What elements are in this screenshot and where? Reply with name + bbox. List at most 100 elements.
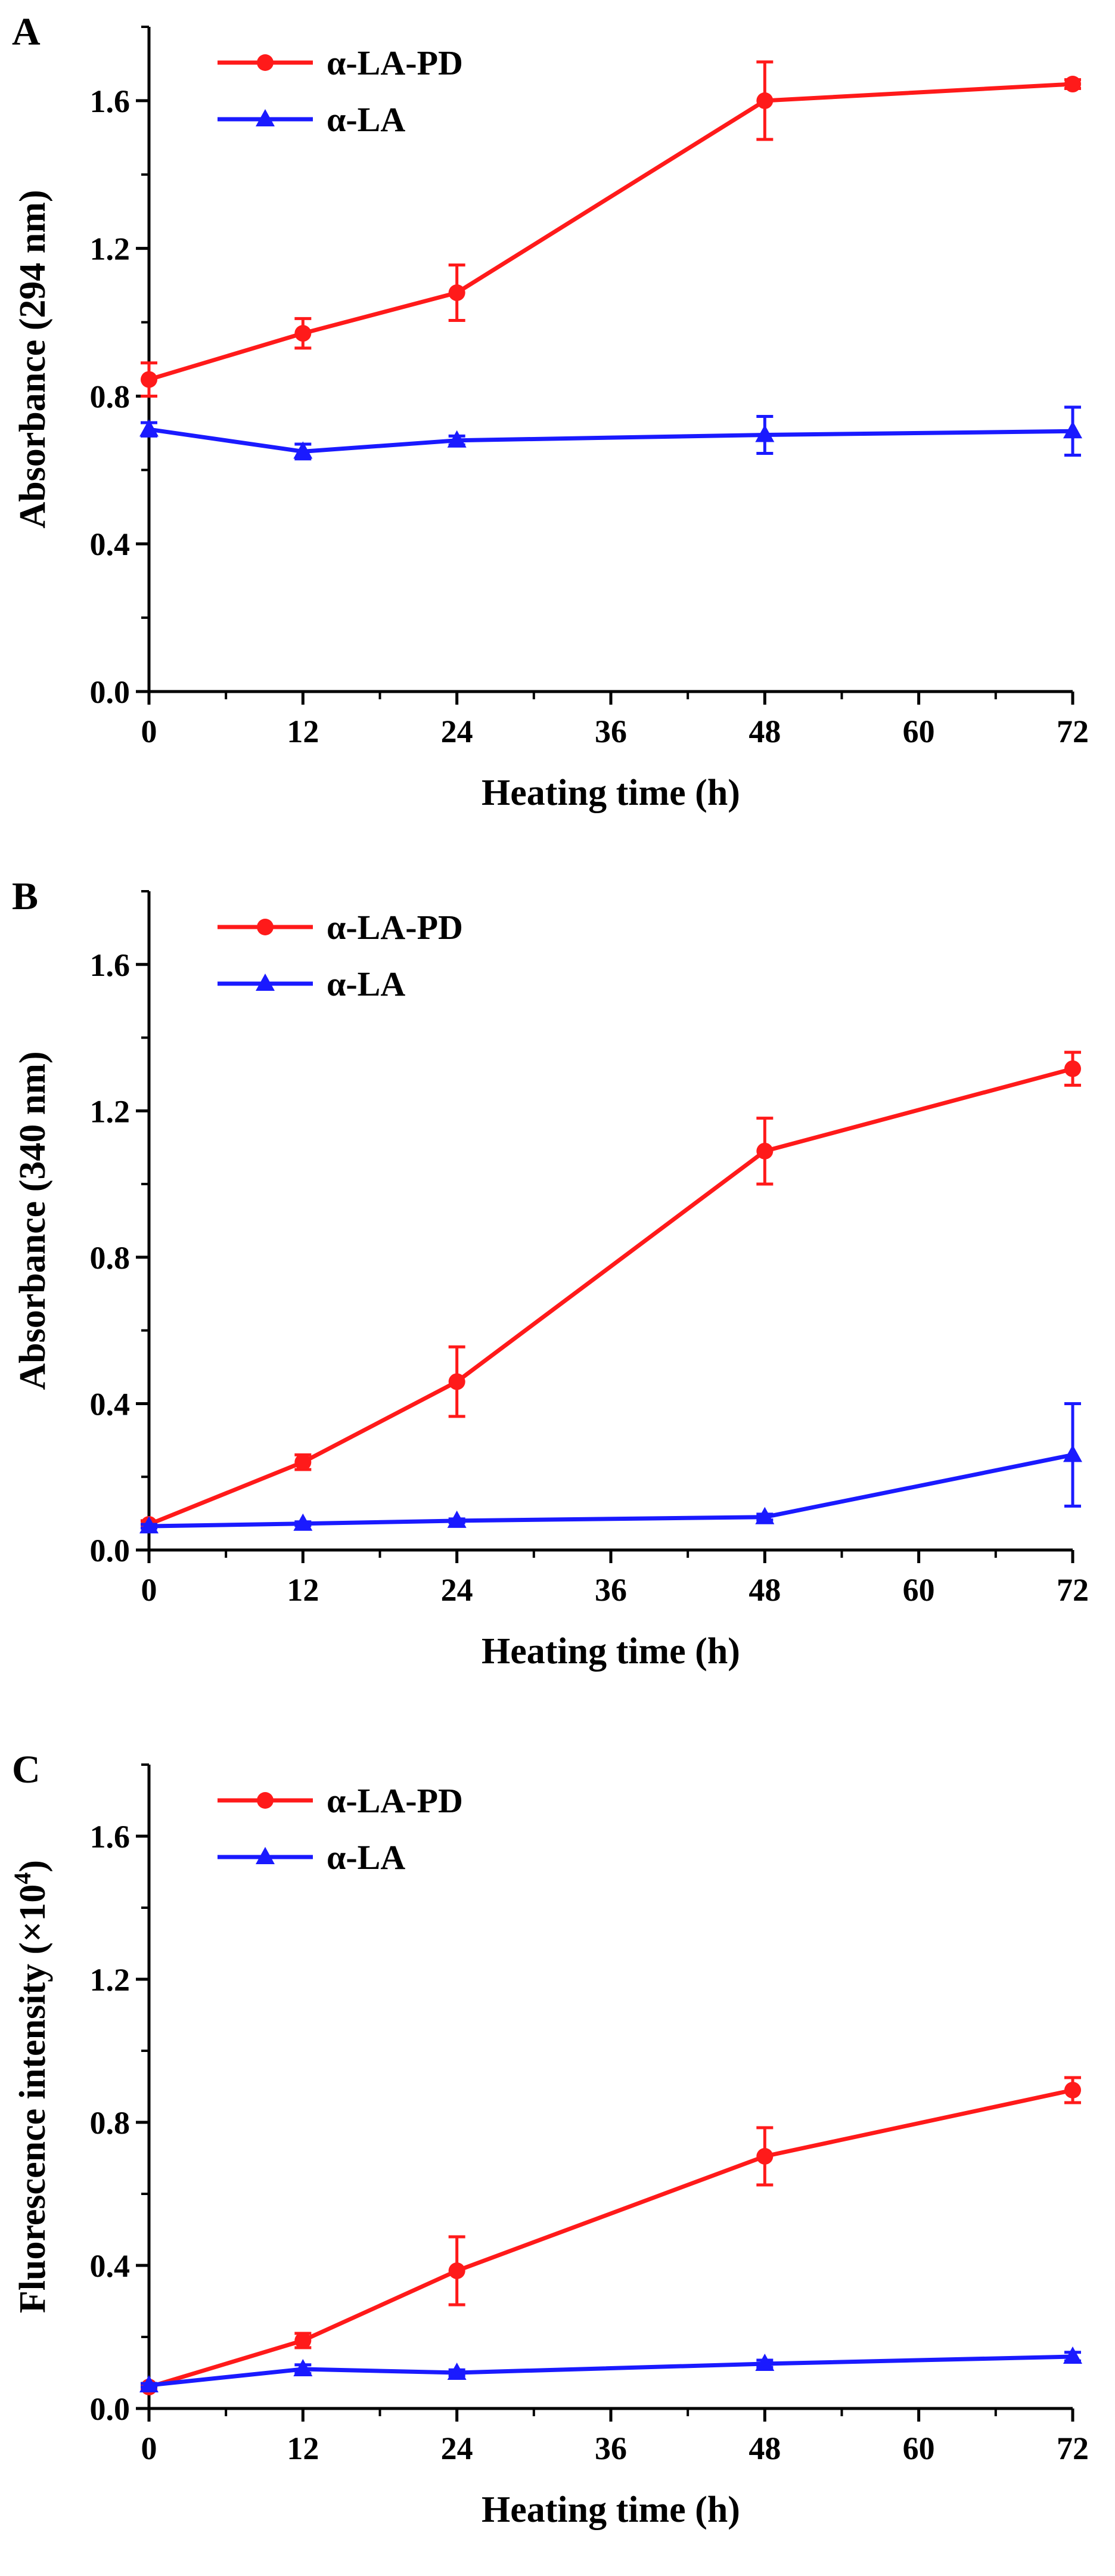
panel-C: C 0 12 24 36 48 60 72 0.0 0.4 0.8 1.2 1.6 Heating tim… <box>9 1748 1089 2530</box>
x-tick-label: 12 <box>287 714 319 749</box>
y-tick-label: 0.0 <box>90 2391 131 2427</box>
series-alpha-la <box>139 1402 1082 1534</box>
legend: α-LA-PD α-LA <box>218 1781 463 1877</box>
legend-marker <box>257 54 274 71</box>
y-tick-label: 1.2 <box>90 1962 131 1998</box>
y-axis-title: Absorbance (340 nm) <box>13 1051 53 1390</box>
data-point <box>139 1516 159 1534</box>
data-point <box>1063 1444 1082 1462</box>
data-point <box>294 2332 312 2349</box>
x-tick-label: 0 <box>141 2431 157 2466</box>
x-tick-label: 0 <box>141 1572 157 1608</box>
data-point <box>756 1142 774 1160</box>
legend: α-LA-PD α-LA <box>218 908 463 1003</box>
series-alpha-la <box>139 405 1082 461</box>
series-line <box>148 1452 1073 1529</box>
data-point <box>756 92 774 109</box>
data-point <box>293 1513 313 1531</box>
y-tick-label: 0.4 <box>90 526 131 562</box>
y-tick-label: 0.4 <box>90 2248 131 2284</box>
x-axis-title: Heating time (h) <box>482 2490 740 2530</box>
x-tick-label: 48 <box>748 714 781 749</box>
series-line <box>148 1067 1073 1527</box>
x-tick-label: 36 <box>595 2431 627 2466</box>
x-tick-label: 72 <box>1057 714 1089 749</box>
y-tick-label: 1.2 <box>90 1093 131 1129</box>
data-point <box>1063 2346 1082 2364</box>
y-axis-title: Fluorescence intensity (×104) <box>9 1860 53 2313</box>
x-tick-label: 12 <box>287 1572 319 1608</box>
x-axis-title: Heating time (h) <box>482 1631 740 1672</box>
legend-marker <box>256 974 275 991</box>
data-point <box>293 441 313 459</box>
x-tick-label: 0 <box>141 714 157 749</box>
series-alpha-la-pd <box>141 60 1081 398</box>
panel-A: A 0 12 24 36 48 60 72 0.0 0.4 0.8 1.2 1.6 Heating tim… <box>12 10 1089 813</box>
x-tick-label: 48 <box>748 2431 781 2466</box>
data-point <box>447 430 467 448</box>
y-tick-label: 0.8 <box>90 379 131 414</box>
legend-label: α-LA-PD <box>327 44 463 82</box>
series-line <box>148 427 1073 454</box>
y-tick-label: 0.8 <box>90 1240 131 1276</box>
data-point <box>755 424 775 442</box>
x-tick-label: 24 <box>441 1572 473 1608</box>
legend-label: α-LA <box>327 100 405 139</box>
data-point <box>141 371 157 388</box>
data-point <box>294 325 312 342</box>
data-point <box>294 1453 312 1471</box>
panel-B: B 0 12 24 36 48 60 72 0.0 0.4 0.8 1.2 1.6 Heating tim… <box>12 875 1089 1672</box>
data-point <box>448 1373 465 1390</box>
panel-label: A <box>12 10 41 54</box>
panel-label: C <box>12 1748 41 1791</box>
x-axis-title: Heating time (h) <box>482 773 740 813</box>
series-line <box>148 2088 1073 2389</box>
y-tick-label: 0.4 <box>90 1386 131 1422</box>
legend-marker <box>256 1847 275 1864</box>
data-point <box>1063 421 1082 439</box>
x-tick-label: 72 <box>1057 2431 1089 2466</box>
y-axis-title: Absorbance (294 nm) <box>13 190 53 528</box>
y-tick-label: 1.6 <box>90 83 131 119</box>
x-tick-label: 60 <box>903 1572 935 1608</box>
series-alpha-la <box>139 2346 1082 2392</box>
x-tick-label: 60 <box>903 714 935 749</box>
legend-label: α-LA <box>327 1838 405 1877</box>
series-line <box>148 82 1073 382</box>
axis-lines <box>147 27 1073 693</box>
data-point <box>447 1510 467 1528</box>
data-point <box>1064 2082 1081 2098</box>
legend-label: α-LA <box>327 965 405 1003</box>
series-alpha-la-pd <box>141 1050 1081 1533</box>
legend-marker <box>257 1792 274 1809</box>
x-tick-label: 24 <box>441 2431 473 2466</box>
data-point <box>448 284 465 301</box>
y-tick-label: 0.0 <box>90 674 131 710</box>
legend: α-LA-PD α-LA <box>218 44 463 139</box>
data-point <box>756 2148 774 2165</box>
x-tick-label: 48 <box>748 1572 781 1608</box>
data-point <box>1064 1060 1081 1077</box>
legend-marker <box>257 919 274 935</box>
y-tick-label: 0.8 <box>90 2105 131 2141</box>
axis-lines <box>147 891 1073 1552</box>
legend-label: α-LA-PD <box>327 908 463 947</box>
series-alpha-la-pd <box>141 2076 1081 2395</box>
data-point <box>139 2375 159 2392</box>
y-tick-label: 1.6 <box>90 947 131 983</box>
data-point <box>755 2354 775 2371</box>
axis-lines <box>147 1765 1073 2410</box>
panel-label: B <box>12 875 38 918</box>
legend-marker <box>256 109 275 126</box>
data-point <box>448 2262 465 2279</box>
data-point <box>755 1506 775 1524</box>
x-tick-label: 24 <box>441 714 473 749</box>
y-tick-label: 0.0 <box>90 1533 131 1568</box>
x-tick-label: 36 <box>595 714 627 749</box>
y-tick-label: 1.2 <box>90 231 131 267</box>
x-tick-label: 72 <box>1057 1572 1089 1608</box>
x-tick-label: 60 <box>903 2431 935 2466</box>
y-tick-label: 1.6 <box>90 1819 131 1855</box>
series-line <box>148 2354 1073 2388</box>
